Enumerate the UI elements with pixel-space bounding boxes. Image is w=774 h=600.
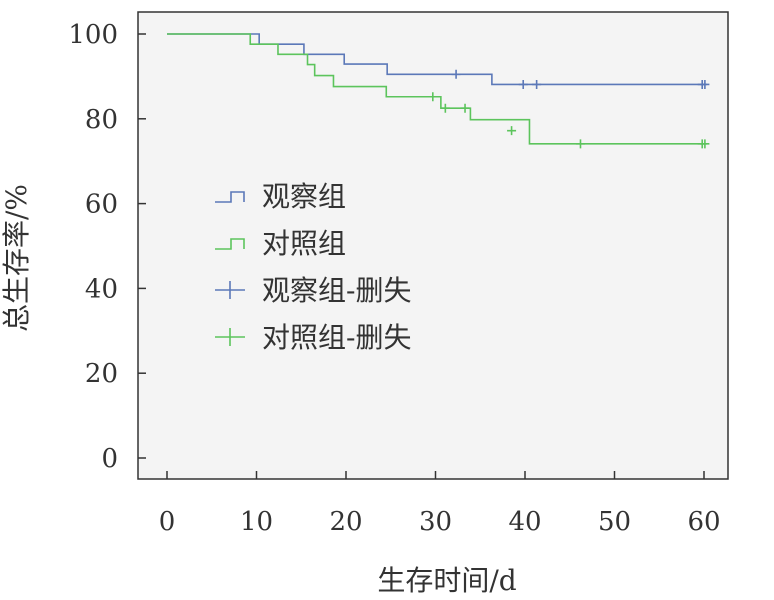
axes-layer: 0 20 40 60 80 100 0 10 20 30 40 50 60 [68,20,720,537]
y-tick-label-100: 100 [68,20,118,50]
censor-mark-2-7 [700,139,710,149]
censor-mark-2-4 [507,126,517,136]
legend-swatch-4 [215,328,245,346]
legend-label-3: 观察组-删失 [262,274,411,307]
y-tick-label-60: 60 [85,190,118,220]
censor-mark-1-1 [451,69,461,79]
censor-layer [428,69,710,149]
y-tick-label-20: 20 [85,359,118,389]
x-tick-label-50: 50 [598,507,631,537]
x-tick-label-20: 20 [329,507,362,537]
legend-label-2: 对照组 [262,227,346,260]
censor-mark-2-1 [428,92,438,102]
y-tick-label-80: 80 [85,105,118,135]
censor-mark-1-3 [532,79,542,89]
censor-mark-2-2 [440,103,450,113]
legend-swatch-1 [215,191,245,203]
x-tick-label-40: 40 [508,507,541,537]
series-layer [167,33,704,145]
survival-line-2 [167,33,704,145]
legend-swatch-2 [215,238,245,250]
censor-mark-2-5 [575,139,585,149]
censor-mark-1-2 [518,79,528,89]
x-tick-label-10: 10 [240,507,273,537]
plot-area [137,11,729,480]
x-tick-label-30: 30 [419,507,452,537]
legend-label-4: 对照组-删失 [262,321,411,354]
survival-line-1 [167,33,704,86]
x-tick-label-0: 0 [159,507,176,537]
legend-swatch-3 [215,281,245,299]
y-tick-label-0: 0 [101,444,118,474]
censor-mark-1-5 [700,79,710,89]
y-axis-title: 总生存率/% [0,184,33,332]
y-tick-label-40: 40 [85,274,118,304]
legend-label-1: 观察组 [262,180,346,213]
x-axis-title: 生存时间/d [377,564,516,597]
x-tick-label-60: 60 [687,507,720,537]
censor-mark-2-3 [460,103,470,113]
